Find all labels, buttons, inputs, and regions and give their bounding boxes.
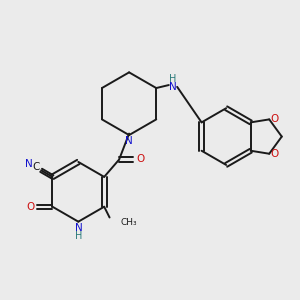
Text: O: O: [271, 149, 279, 159]
Text: N: N: [169, 82, 177, 92]
Text: O: O: [26, 202, 34, 212]
Text: O: O: [136, 154, 144, 164]
Text: O: O: [271, 114, 279, 124]
Text: N: N: [75, 223, 83, 233]
Text: CH₃: CH₃: [120, 218, 136, 227]
Text: C: C: [32, 162, 39, 172]
Text: N: N: [25, 159, 32, 169]
Text: H: H: [75, 231, 82, 241]
Text: N: N: [125, 136, 133, 146]
Text: H: H: [169, 74, 177, 84]
